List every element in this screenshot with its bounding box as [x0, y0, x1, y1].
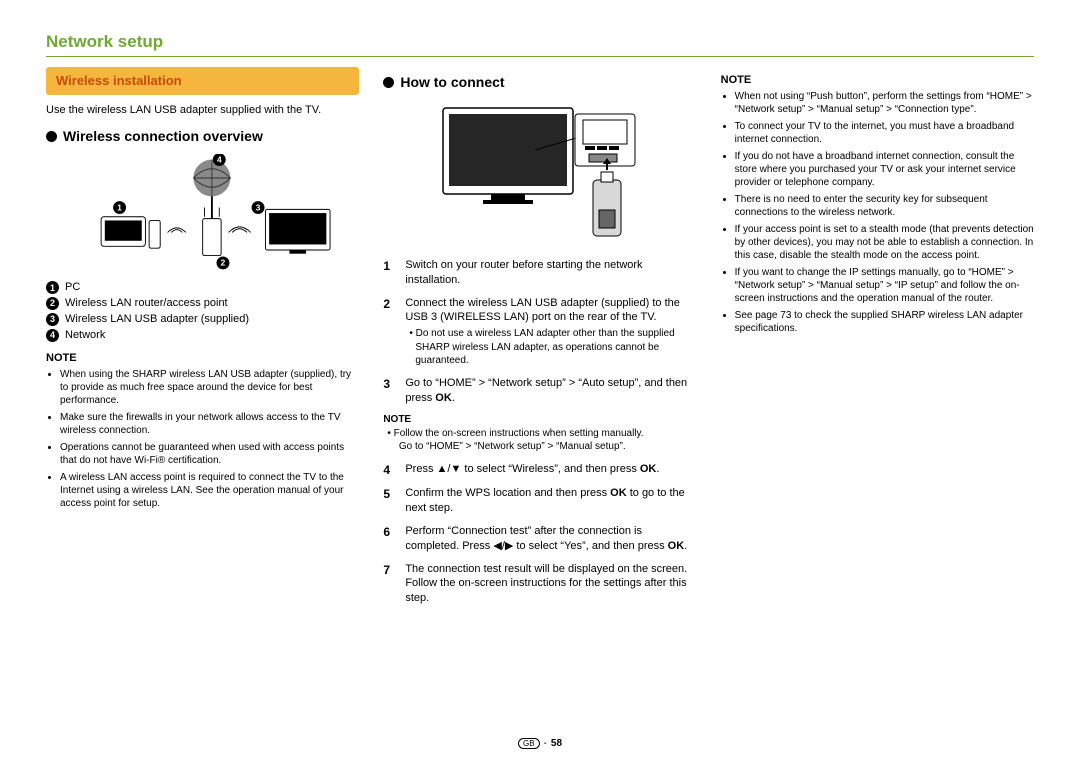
- note-item: A wireless LAN access point is required …: [60, 471, 359, 510]
- step-body: Press ▲/▼ to select “Wireless”, and then…: [405, 462, 659, 478]
- bullet-dot-icon: [46, 131, 57, 142]
- connect-diagram: [435, 100, 645, 250]
- svg-text:1: 1: [117, 203, 122, 213]
- legend-item: 2 Wireless LAN router/access point: [46, 296, 359, 311]
- note-list-3: When not using “Push button”, perform th…: [721, 90, 1034, 335]
- note-item: Make sure the firewalls in your network …: [60, 411, 359, 437]
- wireless-installation-banner: Wireless installation: [46, 67, 359, 95]
- legend-num-icon: 2: [46, 297, 59, 310]
- note-item: There is no need to enter the security k…: [735, 193, 1034, 219]
- overview-heading: Wireless connection overview: [46, 127, 359, 146]
- note-item: See page 73 to check the supplied SHARP …: [735, 309, 1034, 335]
- overview-heading-text: Wireless connection overview: [63, 127, 263, 146]
- step-number: 4: [383, 462, 395, 478]
- note-item: If you do not have a broadband internet …: [735, 150, 1034, 189]
- overview-diagram: 4 2 1: [46, 154, 359, 274]
- note-item: When using the SHARP wireless LAN USB ad…: [60, 368, 359, 407]
- intro-text: Use the wireless LAN USB adapter supplie…: [46, 103, 359, 118]
- legend-num-icon: 3: [46, 313, 59, 326]
- inline-note-body: • Follow the on-screen instructions when…: [383, 427, 696, 454]
- step-number: 2: [383, 296, 395, 368]
- note-item: Operations cannot be guaranteed when use…: [60, 441, 359, 467]
- step-subnote: • Do not use a wireless LAN adapter othe…: [405, 327, 696, 368]
- page-number: 58: [551, 738, 562, 749]
- step-body: Perform “Connection test” after the conn…: [405, 524, 696, 554]
- step-row: 3 Go to “HOME” > “Network setup” > “Auto …: [383, 376, 696, 406]
- legend-list: 1 PC 2 Wireless LAN router/access point 3 Wir…: [46, 280, 359, 342]
- bullet-dot-icon: [383, 77, 394, 88]
- note-item: When not using “Push button”, perform th…: [735, 90, 1034, 116]
- step-body: The connection test result will be displ…: [405, 562, 696, 607]
- connect-heading-text: How to connect: [400, 73, 504, 92]
- column-1: Wireless installation Use the wireless L…: [46, 67, 359, 614]
- legend-item: 1 PC: [46, 280, 359, 295]
- legend-num-icon: 4: [46, 329, 59, 342]
- step-body: Switch on your router before starting th…: [405, 258, 696, 288]
- svg-text:4: 4: [217, 155, 222, 165]
- svg-text:2: 2: [221, 258, 226, 268]
- legend-label: Wireless LAN router/access point: [65, 296, 228, 311]
- page-title: Network setup: [46, 32, 1034, 57]
- step-row: 2Connect the wireless LAN USB adapter (s…: [383, 296, 696, 368]
- connect-heading: How to connect: [383, 73, 696, 92]
- note-heading-1: NOTE: [46, 351, 359, 366]
- footer: GB - 58: [0, 738, 1080, 749]
- step-number: 3: [383, 376, 395, 406]
- svg-text:3: 3: [256, 203, 261, 213]
- step-row: 5 Confirm the WPS location and then press…: [383, 486, 696, 516]
- legend-label: Wireless LAN USB adapter (supplied): [65, 312, 249, 327]
- footer-sep: -: [544, 738, 547, 749]
- note-list-1: When using the SHARP wireless LAN USB ad…: [46, 368, 359, 510]
- legend-num-icon: 1: [46, 281, 59, 294]
- step-body: Confirm the WPS location and then press …: [405, 486, 696, 516]
- step-number: 5: [383, 486, 395, 516]
- region-badge: GB: [518, 738, 540, 749]
- note-item: To connect your TV to the internet, you …: [735, 120, 1034, 146]
- step-body: Connect the wireless LAN USB adapter (su…: [405, 296, 696, 368]
- legend-item: 3 Wireless LAN USB adapter (supplied): [46, 312, 359, 327]
- step-body: Go to “HOME” > “Network setup” > “Auto s…: [405, 376, 696, 406]
- column-3: NOTE When not using “Push button”, perfo…: [721, 67, 1034, 614]
- legend-label: PC: [65, 280, 80, 295]
- step-row: 1 Switch on your router before starting t…: [383, 258, 696, 288]
- inline-note-heading: NOTE: [383, 413, 696, 427]
- steps-list: 1 Switch on your router before starting t…: [383, 258, 696, 606]
- step-row: 6 Perform “Connection test” after the con…: [383, 524, 696, 554]
- step-row: 4 Press ▲/▼ to select “Wireless”, and the…: [383, 462, 696, 478]
- step-number: 7: [383, 562, 395, 607]
- step-number: 1: [383, 258, 395, 288]
- column-2: How to connect: [383, 67, 696, 614]
- legend-item: 4 Network: [46, 328, 359, 343]
- step-row: 7The connection test result will be disp…: [383, 562, 696, 607]
- step-number: 6: [383, 524, 395, 554]
- note-item: If you want to change the IP settings ma…: [735, 266, 1034, 305]
- note-heading-3: NOTE: [721, 73, 1034, 88]
- legend-label: Network: [65, 328, 105, 343]
- note-item: If your access point is set to a stealth…: [735, 223, 1034, 262]
